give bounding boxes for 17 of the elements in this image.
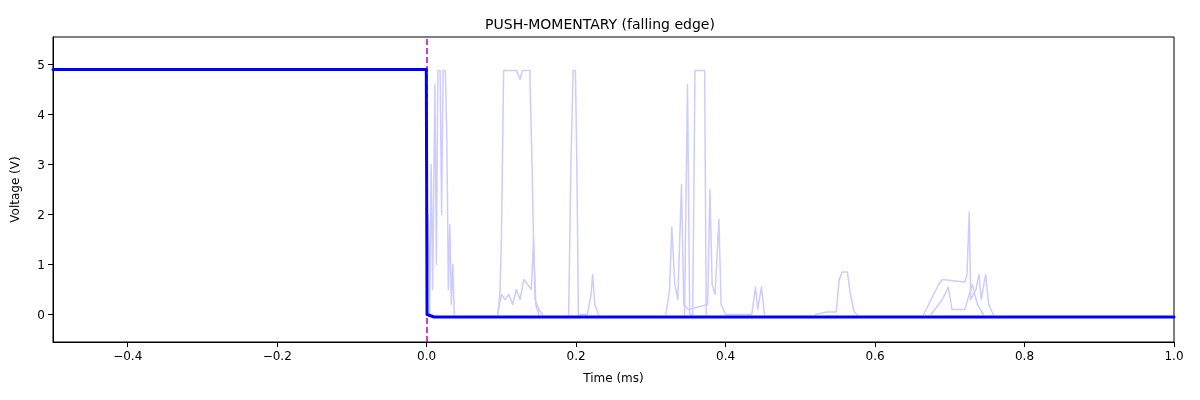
y-tick-label: 0	[37, 307, 45, 322]
y-tick-label: 4	[37, 107, 45, 122]
x-tick-label: −0.2	[262, 349, 292, 363]
y-tick-label: 2	[37, 207, 45, 222]
x-tick-label: 0.2	[566, 349, 586, 363]
x-tick-label: 0.6	[865, 349, 885, 363]
x-axis-title: Time (ms)	[582, 371, 644, 385]
chart-title: PUSH-MOMENTARY (falling edge)	[485, 16, 715, 32]
x-tick-label: 0.4	[716, 349, 736, 363]
x-tick-label: 1.0	[1164, 349, 1184, 363]
x-tick-label: −0.4	[113, 349, 143, 363]
y-tick-label: 3	[37, 157, 45, 172]
y-tick-label: 5	[37, 57, 45, 72]
x-tick-label: 0.0	[417, 349, 437, 363]
y-axis-title: Voltage (V)	[8, 156, 22, 223]
y-tick-label: 1	[37, 257, 45, 272]
x-tick-label: 0.8	[1014, 349, 1035, 363]
